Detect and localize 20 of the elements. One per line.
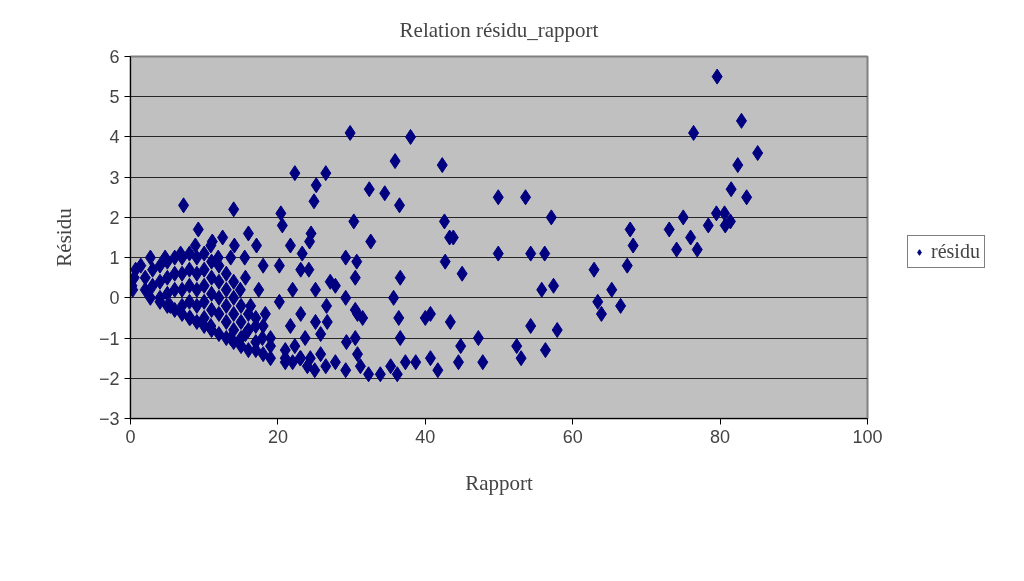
y-tick-label: 4 bbox=[109, 127, 120, 148]
y-tick-label: 3 bbox=[109, 167, 120, 188]
y-tick-label: 5 bbox=[109, 87, 120, 108]
x-tick-label: 0 bbox=[125, 426, 136, 447]
y-tick-label: 2 bbox=[109, 207, 120, 228]
y-axis-title: Résidu bbox=[51, 207, 76, 267]
y-tick-label: −3 bbox=[98, 409, 120, 429]
y-tick-label: −1 bbox=[98, 328, 120, 349]
legend-label: résidu bbox=[931, 240, 980, 263]
x-tick-label: 20 bbox=[267, 426, 288, 447]
y-tick-label: −2 bbox=[98, 368, 120, 389]
x-tick-label: 100 bbox=[852, 426, 883, 447]
x-tick-label: 80 bbox=[710, 426, 731, 447]
x-tick-label: 40 bbox=[415, 426, 436, 447]
y-tick-label: 0 bbox=[109, 288, 120, 309]
x-axis-title: Rapport bbox=[465, 470, 533, 495]
y-tick-label: 6 bbox=[109, 47, 120, 67]
x-tick-label: 60 bbox=[562, 426, 583, 447]
y-tick-label: 1 bbox=[109, 248, 120, 269]
chart-title: Relation résidu_rapport bbox=[399, 17, 599, 42]
